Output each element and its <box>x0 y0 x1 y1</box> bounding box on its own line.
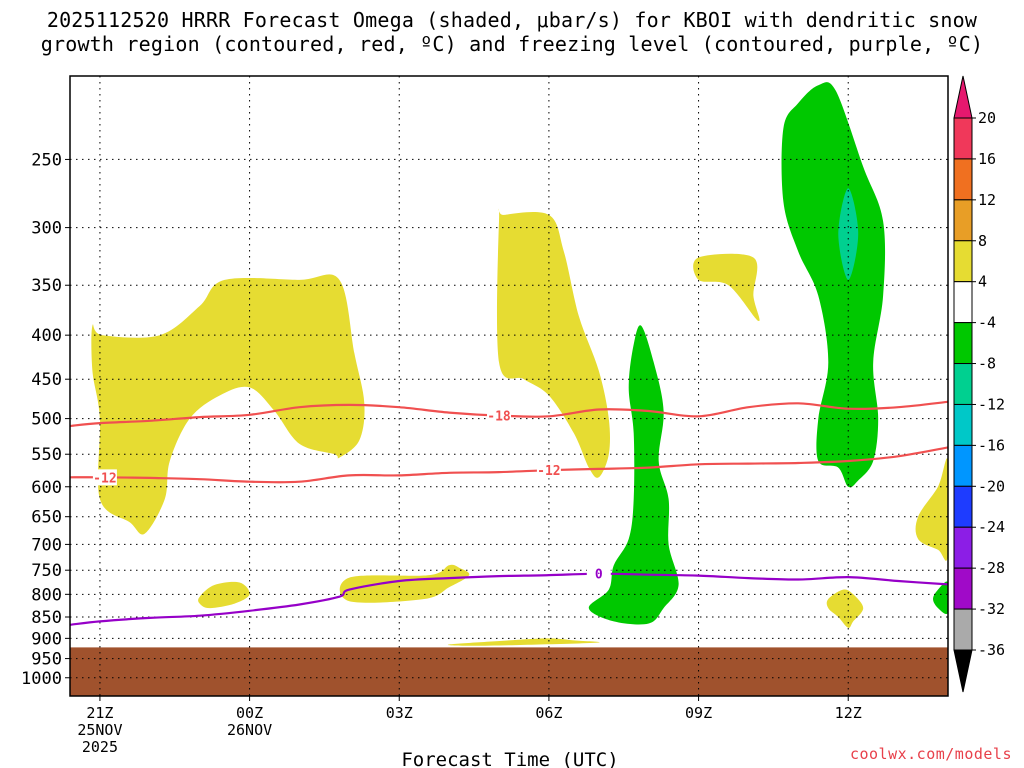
colorbar-label: -12 <box>978 395 1005 413</box>
x-tick-label: 26NOV <box>227 721 272 739</box>
x-tick-label: 03Z <box>386 704 413 722</box>
chart-title-line-1: 2025112520 HRRR Forecast Omega (shaded, … <box>46 8 978 32</box>
y-tick-label: 400 <box>31 326 62 346</box>
colorbar-swatch <box>953 526 973 569</box>
colorbar-swatch <box>953 158 973 201</box>
colorbar-swatch <box>953 485 973 528</box>
colorbar-swatch <box>953 117 973 160</box>
colorbar-swatch <box>953 240 973 283</box>
omega-shade-yellow-6 <box>447 638 600 646</box>
y-tick-label: 750 <box>31 561 62 581</box>
colorbar-label: -28 <box>978 559 1005 577</box>
x-tick-label: 00Z <box>236 704 263 722</box>
chart-title-line-2: growth region (contoured, red, ºC) and f… <box>40 32 984 56</box>
omega-shade-yellow-8 <box>915 458 948 561</box>
omega-shade-green-1 <box>781 82 886 488</box>
site-credit[interactable]: coolwx.com/models <box>849 745 1012 763</box>
contour-line-minus12 <box>70 446 948 484</box>
omega-shade-yellow-3 <box>693 253 760 322</box>
colorbar-label: -4 <box>978 314 996 332</box>
colorbar-label: 20 <box>978 109 996 127</box>
y-tick-label: 900 <box>31 629 62 649</box>
colorbar-label: 4 <box>978 273 987 291</box>
colorbar-label: -8 <box>978 355 996 373</box>
omega-shade-yellow-1 <box>91 274 365 535</box>
colorbar-label: 8 <box>978 232 987 250</box>
y-tick-label: 600 <box>31 478 62 498</box>
y-tick-label: 800 <box>31 585 62 605</box>
x-tick-label: 2025 <box>82 738 118 756</box>
omega-shade-yellow-5 <box>339 564 470 603</box>
omega-shade-yellow-2 <box>496 208 610 478</box>
colorbar-swatch <box>953 363 973 405</box>
colorbar-label: -16 <box>978 436 1005 454</box>
contour-label: -12 <box>93 471 116 486</box>
colorbar-label: -20 <box>978 477 1005 495</box>
plot-area: -18 -12 -12 0 250 300 350 400 450 500 550 600 650 700… <box>21 75 949 756</box>
colorbar-bottom-arrow <box>953 649 973 693</box>
omega-shade-teal-1 <box>838 188 859 280</box>
x-tick-label: 06Z <box>535 704 562 722</box>
contour-label: -12 <box>537 464 560 479</box>
y-tick-label: 450 <box>31 370 62 390</box>
y-tick-label: 550 <box>31 445 62 465</box>
x-tick-label: 21Z <box>86 704 113 722</box>
contour-label: 0 <box>595 568 603 583</box>
y-tick-label: 1000 <box>21 669 62 689</box>
contour-label: -18 <box>487 410 511 425</box>
y-tick-label: 950 <box>31 650 62 670</box>
y-tick-label: 300 <box>31 219 62 239</box>
colorbar-swatch <box>953 403 973 446</box>
plot-frame <box>69 75 949 697</box>
colorbar-label: 16 <box>978 150 996 168</box>
y-tick-label: 850 <box>31 608 62 628</box>
colorbar-swatch <box>953 199 973 242</box>
contour-line-freezing <box>70 572 948 626</box>
y-tick-label: 650 <box>31 508 62 528</box>
omega-shade-green-2 <box>588 325 679 625</box>
plot-content: -18 -12 -12 0 <box>70 76 948 696</box>
x-tick-label: 12Z <box>835 704 862 722</box>
colorbar: 20 16 12 8 4 -4 -8 -12 -16 -20 -24 -28 -32 -36 <box>953 75 1005 693</box>
x-tick-label: 09Z <box>685 704 712 722</box>
colorbar-top-arrow <box>953 75 973 119</box>
colorbar-label: -32 <box>978 600 1005 618</box>
colorbar-label: 12 <box>978 191 996 209</box>
colorbar-swatch <box>953 608 973 651</box>
omega-shade-yellow-4 <box>198 581 250 609</box>
x-tick-label: 25NOV <box>77 721 122 739</box>
ground-terrain <box>70 647 948 696</box>
y-tick-label: 250 <box>31 150 62 170</box>
y-tick-label: 500 <box>31 410 62 430</box>
colorbar-swatch <box>953 322 973 365</box>
x-axis-label: Forecast Time (UTC) <box>401 749 618 768</box>
colorbar-label: -36 <box>978 641 1005 659</box>
colorbar-label: -24 <box>978 518 1005 536</box>
colorbar-swatch <box>953 567 973 610</box>
omega-shade-yellow-7 <box>826 589 864 628</box>
colorbar-swatch <box>953 444 973 487</box>
colorbar-swatch <box>953 281 973 324</box>
y-tick-label: 700 <box>31 535 62 555</box>
omega-shade-green-3 <box>933 581 948 614</box>
y-tick-label: 350 <box>31 276 62 296</box>
